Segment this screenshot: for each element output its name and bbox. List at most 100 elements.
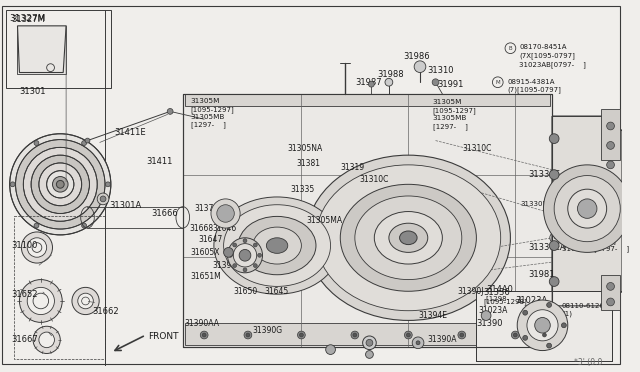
Circle shape: [523, 336, 527, 340]
Text: 31330E: 31330E: [528, 170, 560, 179]
Text: 31662: 31662: [92, 307, 119, 316]
Bar: [183, 94, 552, 347]
Text: 31650: 31650: [234, 287, 257, 296]
Text: 31327M: 31327M: [12, 15, 45, 23]
Text: [1095-1298]: [1095-1298]: [483, 299, 527, 305]
Circle shape: [253, 243, 257, 247]
Circle shape: [414, 61, 426, 73]
Circle shape: [298, 331, 305, 339]
Circle shape: [541, 331, 548, 339]
Circle shape: [549, 277, 559, 286]
Circle shape: [223, 247, 234, 257]
Text: *3' (0.0: *3' (0.0: [574, 358, 603, 367]
Circle shape: [561, 323, 566, 328]
Text: 31390: 31390: [476, 319, 503, 328]
Text: [1297-    ]: [1297- ]: [191, 122, 225, 128]
Text: 31336: 31336: [483, 288, 510, 297]
Circle shape: [52, 177, 68, 192]
Circle shape: [607, 161, 614, 169]
Circle shape: [85, 138, 90, 143]
Circle shape: [202, 333, 206, 337]
Circle shape: [412, 337, 424, 349]
Circle shape: [243, 239, 247, 243]
Text: 31100: 31100: [12, 241, 38, 250]
Bar: [601, 275, 620, 310]
Text: 31023AB[0797-    ]: 31023AB[0797- ]: [519, 61, 586, 68]
Bar: [185, 94, 550, 106]
Text: 31394E: 31394E: [418, 311, 447, 320]
Circle shape: [56, 180, 64, 188]
Text: [1297-    ]: [1297- ]: [433, 124, 467, 130]
Circle shape: [100, 196, 106, 202]
Circle shape: [227, 238, 262, 273]
Text: 31605X: 31605X: [191, 248, 220, 257]
Circle shape: [200, 331, 208, 339]
Polygon shape: [552, 116, 622, 306]
Ellipse shape: [223, 205, 330, 286]
Circle shape: [326, 345, 335, 355]
Text: FRONT: FRONT: [148, 333, 179, 341]
Ellipse shape: [399, 231, 417, 245]
Circle shape: [33, 326, 60, 353]
Text: 08915-4381A: 08915-4381A: [562, 191, 609, 197]
Ellipse shape: [374, 212, 442, 264]
Ellipse shape: [355, 196, 462, 280]
Circle shape: [15, 140, 105, 229]
Circle shape: [21, 232, 52, 263]
Circle shape: [10, 182, 15, 187]
Text: (7)[1095-0797]: (7)[1095-0797]: [508, 87, 561, 93]
Circle shape: [167, 109, 173, 114]
Text: (3X[1095-0797]: (3X[1095-0797]: [562, 198, 618, 205]
Text: 31987: 31987: [355, 78, 381, 87]
Circle shape: [416, 341, 420, 345]
Circle shape: [39, 163, 82, 206]
Text: 31411E: 31411E: [115, 128, 147, 137]
Circle shape: [353, 333, 357, 337]
Circle shape: [72, 288, 99, 315]
Text: 31652: 31652: [12, 290, 38, 299]
Text: 31390AA: 31390AA: [185, 319, 220, 328]
Text: 31335: 31335: [291, 185, 315, 194]
Circle shape: [607, 298, 614, 306]
Circle shape: [233, 264, 237, 267]
Circle shape: [404, 331, 412, 339]
Text: M: M: [553, 192, 557, 196]
Circle shape: [432, 79, 439, 86]
Circle shape: [365, 350, 373, 358]
Text: (7X[1095-0797]: (7X[1095-0797]: [519, 52, 575, 60]
Text: 31305NA: 31305NA: [288, 144, 323, 153]
Text: 08170-8301A: 08170-8301A: [562, 230, 610, 236]
Circle shape: [239, 250, 251, 261]
Circle shape: [547, 302, 552, 307]
Circle shape: [28, 288, 54, 315]
Text: 314A0: 314A0: [486, 285, 513, 294]
Bar: [185, 323, 550, 345]
Text: 31305MB: 31305MB: [379, 209, 415, 218]
Text: 31381: 31381: [296, 159, 321, 169]
Circle shape: [549, 134, 559, 144]
Circle shape: [366, 339, 373, 346]
Circle shape: [258, 253, 262, 257]
Circle shape: [23, 147, 97, 221]
Circle shape: [568, 189, 607, 228]
Text: [1095-1297]: [1095-1297]: [433, 107, 476, 114]
Text: 31651M: 31651M: [191, 272, 221, 281]
Circle shape: [543, 165, 631, 252]
Text: 31390G: 31390G: [253, 326, 283, 335]
Circle shape: [10, 134, 111, 235]
Text: 31305MB: 31305MB: [433, 115, 467, 121]
Circle shape: [481, 311, 491, 320]
Text: 31305M: 31305M: [191, 98, 220, 104]
Circle shape: [82, 141, 86, 145]
Ellipse shape: [238, 217, 316, 275]
Ellipse shape: [316, 165, 500, 311]
Polygon shape: [17, 26, 66, 74]
Text: 31668: 31668: [189, 224, 214, 232]
Text: B: B: [554, 235, 557, 240]
Circle shape: [34, 141, 39, 145]
Text: [1298-    ]: [1298- ]: [486, 296, 521, 302]
Ellipse shape: [214, 197, 340, 294]
Text: 31330EA: 31330EA: [528, 243, 566, 252]
Circle shape: [523, 310, 527, 315]
Text: 31330[1095-1298]: 31330[1095-1298]: [520, 201, 586, 207]
